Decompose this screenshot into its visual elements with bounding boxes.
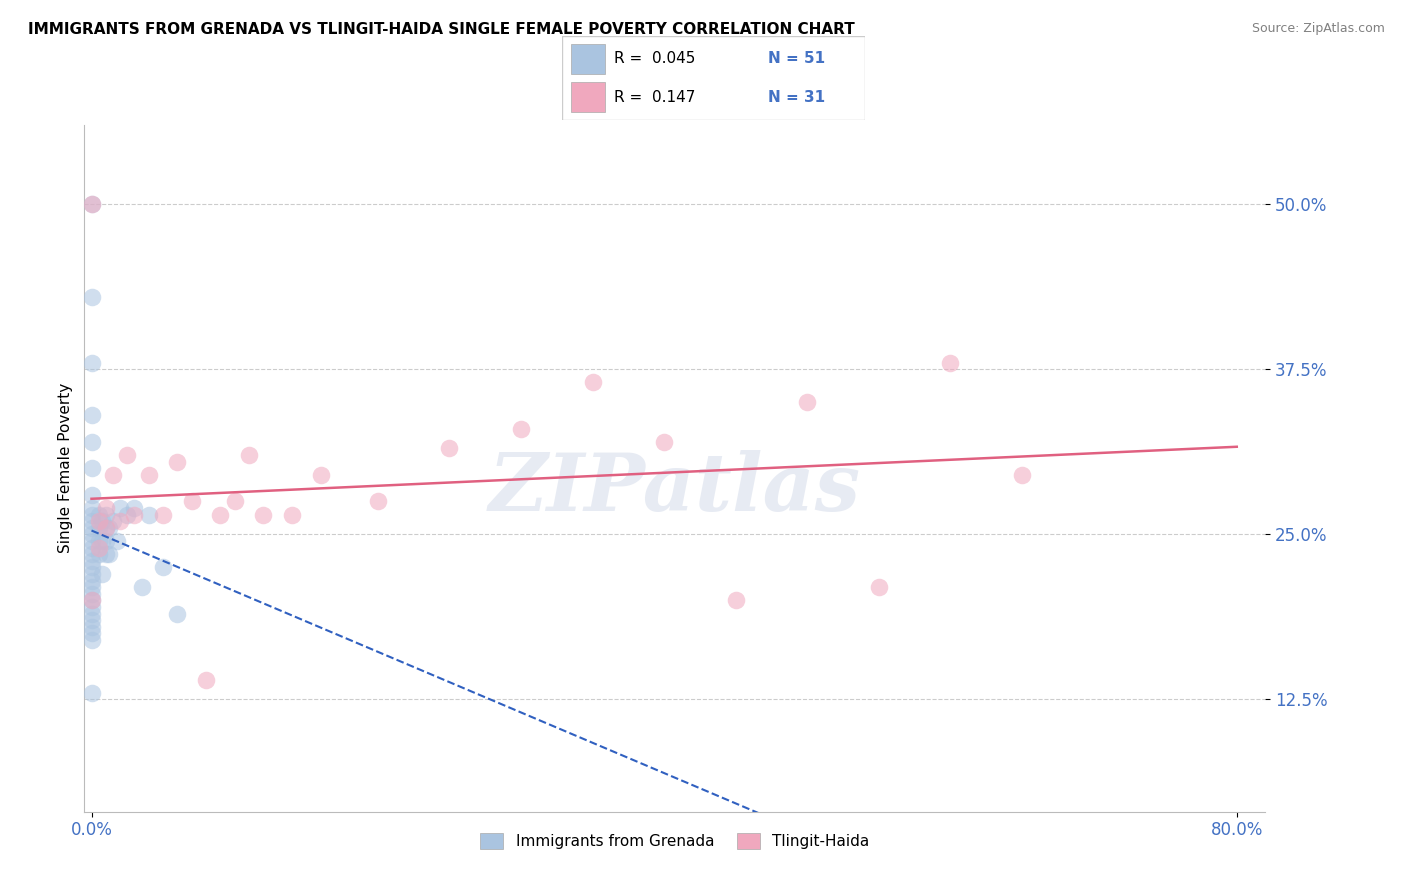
Point xyxy=(80,500,103,515)
Point xyxy=(117,448,139,462)
Point xyxy=(166,607,188,621)
Point xyxy=(80,560,103,574)
Point xyxy=(80,508,103,522)
Point xyxy=(94,521,117,535)
Point xyxy=(80,434,103,449)
Point xyxy=(80,593,103,607)
Point xyxy=(309,467,332,482)
Point xyxy=(87,533,110,548)
Point xyxy=(87,521,110,535)
Point xyxy=(94,547,117,561)
Point xyxy=(80,409,103,423)
Point xyxy=(101,514,124,528)
FancyBboxPatch shape xyxy=(571,44,605,74)
Point xyxy=(80,620,103,634)
Point xyxy=(87,541,110,555)
Point xyxy=(105,533,128,548)
Point xyxy=(117,508,139,522)
Point xyxy=(252,508,274,522)
Point xyxy=(80,488,103,502)
Point xyxy=(439,442,461,456)
Point xyxy=(90,514,112,528)
Point xyxy=(94,500,117,515)
Point xyxy=(209,508,232,522)
Point xyxy=(224,494,246,508)
Text: R =  0.147: R = 0.147 xyxy=(614,89,695,104)
Point xyxy=(108,514,131,528)
Point xyxy=(94,508,117,522)
Point xyxy=(90,533,112,548)
Point xyxy=(868,580,890,594)
Text: Source: ZipAtlas.com: Source: ZipAtlas.com xyxy=(1251,22,1385,36)
Point xyxy=(94,533,117,548)
Point xyxy=(238,448,260,462)
Point xyxy=(80,593,103,607)
Point xyxy=(80,686,103,700)
Point xyxy=(80,554,103,568)
Legend: Immigrants from Grenada, Tlingit-Haida: Immigrants from Grenada, Tlingit-Haida xyxy=(474,828,876,855)
Point xyxy=(87,547,110,561)
FancyBboxPatch shape xyxy=(571,82,605,112)
Point xyxy=(97,547,120,561)
Point xyxy=(108,500,131,515)
Point xyxy=(87,508,110,522)
Point xyxy=(124,508,146,522)
Point xyxy=(80,289,103,303)
Point xyxy=(80,626,103,640)
Point xyxy=(87,514,110,528)
Point xyxy=(80,461,103,475)
Point xyxy=(796,395,818,409)
Point xyxy=(939,356,962,370)
Point xyxy=(367,494,389,508)
Point xyxy=(652,434,675,449)
Point xyxy=(180,494,202,508)
Point xyxy=(94,521,117,535)
Point xyxy=(101,467,124,482)
Point xyxy=(80,566,103,581)
Point xyxy=(152,560,174,574)
Point xyxy=(80,197,103,211)
Text: IMMIGRANTS FROM GRENADA VS TLINGIT-HAIDA SINGLE FEMALE POVERTY CORRELATION CHART: IMMIGRANTS FROM GRENADA VS TLINGIT-HAIDA… xyxy=(28,22,855,37)
Text: ZIPatlas: ZIPatlas xyxy=(489,450,860,528)
Point xyxy=(80,533,103,548)
Point xyxy=(131,580,153,594)
Point xyxy=(281,508,304,522)
Point xyxy=(90,566,112,581)
Point xyxy=(166,455,188,469)
Point xyxy=(195,673,218,687)
Point xyxy=(80,580,103,594)
Point xyxy=(80,541,103,555)
Text: N = 31: N = 31 xyxy=(768,89,825,104)
Point xyxy=(581,376,603,390)
Point xyxy=(80,613,103,627)
Text: N = 51: N = 51 xyxy=(768,52,825,67)
Point xyxy=(97,521,120,535)
Point xyxy=(80,514,103,528)
Y-axis label: Single Female Poverty: Single Female Poverty xyxy=(58,384,73,553)
Point xyxy=(80,547,103,561)
Point xyxy=(138,467,160,482)
Point xyxy=(80,633,103,648)
Point xyxy=(80,587,103,601)
Point xyxy=(510,422,533,436)
Point xyxy=(138,508,160,522)
Point xyxy=(80,574,103,588)
Point xyxy=(80,521,103,535)
Text: R =  0.045: R = 0.045 xyxy=(614,52,695,67)
Point xyxy=(152,508,174,522)
Point xyxy=(1011,467,1033,482)
Point xyxy=(80,607,103,621)
Point xyxy=(724,593,747,607)
Point xyxy=(80,599,103,614)
Point xyxy=(80,197,103,211)
Point xyxy=(80,356,103,370)
Point xyxy=(80,527,103,541)
FancyBboxPatch shape xyxy=(562,36,865,120)
Point xyxy=(124,500,146,515)
